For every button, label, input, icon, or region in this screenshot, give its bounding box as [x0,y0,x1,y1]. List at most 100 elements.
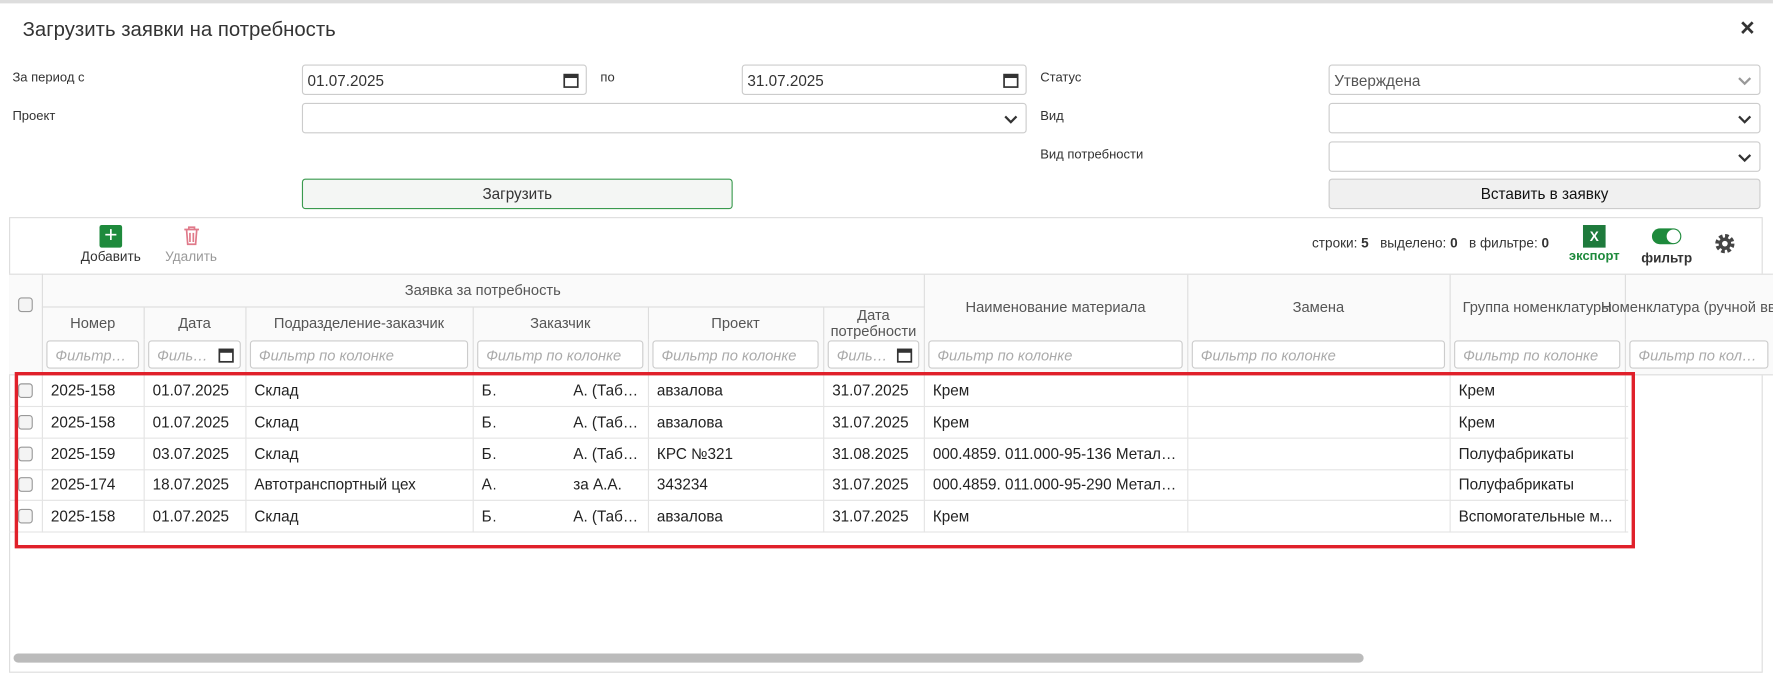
cell-border [41,406,43,439]
column-filter[interactable]: Фильтр по колонке [928,340,1183,369]
date-input[interactable]: 31.07.2025 [741,64,1027,95]
chevron [1004,115,1018,124]
row-checkbox[interactable] [18,509,33,524]
stat-label: выделено: [1380,235,1447,252]
column-filter[interactable]: Фильтр по колонке [1191,340,1446,369]
date-input[interactable]: 01.07.2025 [301,64,587,95]
cell-border [245,406,247,439]
filter-label: фильтр [1641,249,1693,266]
column-filter[interactable]: Фильтр по колонке [1629,340,1769,369]
column-filter[interactable]: Фильтр по колонке [652,340,819,369]
cell-border [245,375,247,408]
column-header: Подразделение-заказчик [245,307,474,340]
chevron [1738,115,1752,124]
scrollbar[interactable] [13,653,1364,663]
cell-border [823,406,825,439]
chevron [1738,154,1752,163]
table-row [9,501,1629,533]
need-kind-select[interactable] [1328,141,1761,172]
column-filter[interactable]: Фильтр по колонке [827,340,920,369]
cell-border [472,501,474,533]
cell-border [1449,406,1451,439]
cell-border [923,501,925,533]
cell-border [1624,406,1626,439]
cell-border [472,438,474,470]
add-icon[interactable]: + [99,224,123,248]
cell-border [1449,438,1451,470]
cell-border [1449,375,1451,408]
label: За период с [12,71,85,85]
delete-button: Удалить [165,248,217,265]
column-filter[interactable]: Фильтр по колонке [148,340,241,369]
filter-cell [1450,339,1626,376]
cell-border [245,438,247,470]
row-checkbox[interactable] [18,477,33,493]
cell-border [143,406,145,439]
insert-button[interactable]: Вставить в заявку [1328,178,1761,210]
stat-value: 5 [1361,235,1369,252]
status-select[interactable]: Утверждена [1328,64,1761,95]
cell-border [472,375,474,408]
stat-value: 0 [1541,235,1550,252]
table-row [9,438,1629,470]
chevron [1738,77,1752,86]
table-row [9,375,1629,408]
filter-cell [823,339,925,376]
column-filter[interactable]: Фильтр по колонке [477,340,644,369]
cell-border [41,469,43,502]
export-icon[interactable]: X [1582,225,1606,248]
export-button[interactable]: экспорт [1568,249,1620,264]
close-button[interactable]: × [1740,13,1755,42]
settings-icon[interactable] [1713,232,1737,256]
column-filter[interactable]: Фильтр по колонке [1454,340,1621,369]
group-header: Заявка за потребность [41,274,925,308]
stat-label: в фильтре: [1468,235,1538,252]
row-checkbox[interactable] [18,383,33,399]
cell-border [923,438,925,470]
add-button[interactable]: Добавить [80,248,141,265]
cell-border [143,375,145,408]
cell-border [923,406,925,439]
label: Статус [1040,71,1082,85]
row-checkbox[interactable] [18,446,33,461]
value: 01.07.2025 [307,72,384,90]
column-filter[interactable]: Фильтр по колонке [249,340,469,369]
cell-border [647,501,650,533]
label: по [600,71,615,85]
kind-select[interactable] [1328,102,1761,134]
checkbox[interactable] [18,297,33,313]
column-header: Номенклатура (ручной ввод) [1601,274,1773,340]
cell-border [647,375,650,408]
calendar-icon [1003,73,1019,88]
calendar-icon [896,348,913,363]
filter-toggle[interactable] [1651,228,1682,245]
cell-border [143,469,145,502]
stat-label: строки: [1312,235,1358,252]
column-header: Наименование материала [924,274,1189,340]
project-select[interactable] [301,102,1027,134]
value: Утверждена [1334,72,1421,90]
cell-border [647,406,650,439]
cell-border [143,501,145,533]
row-checkbox[interactable] [18,414,33,430]
cell-border [1624,375,1626,408]
column-header: Проект [648,307,825,340]
toggle-knob [1666,229,1681,244]
cell-border [472,469,474,502]
load-button[interactable]: Загрузить [301,178,733,210]
column-header: Номер [42,307,145,340]
cell-border [923,469,925,502]
cell-border [1187,469,1189,502]
column-header: Дата потребности [823,307,925,340]
top-strip [0,0,1773,4]
column-header: Замена [1187,274,1451,340]
column-header: Заказчик [473,307,650,340]
cell-border [823,501,825,533]
cell-border [823,375,825,408]
cell-border [41,501,43,533]
column-header: Дата [144,307,247,340]
dialog-title: Загрузить заявки на потребность [22,18,336,41]
cell-border [1187,375,1189,408]
column-filter[interactable]: Фильтр по колонке [46,340,140,369]
filter-cell [42,339,145,376]
